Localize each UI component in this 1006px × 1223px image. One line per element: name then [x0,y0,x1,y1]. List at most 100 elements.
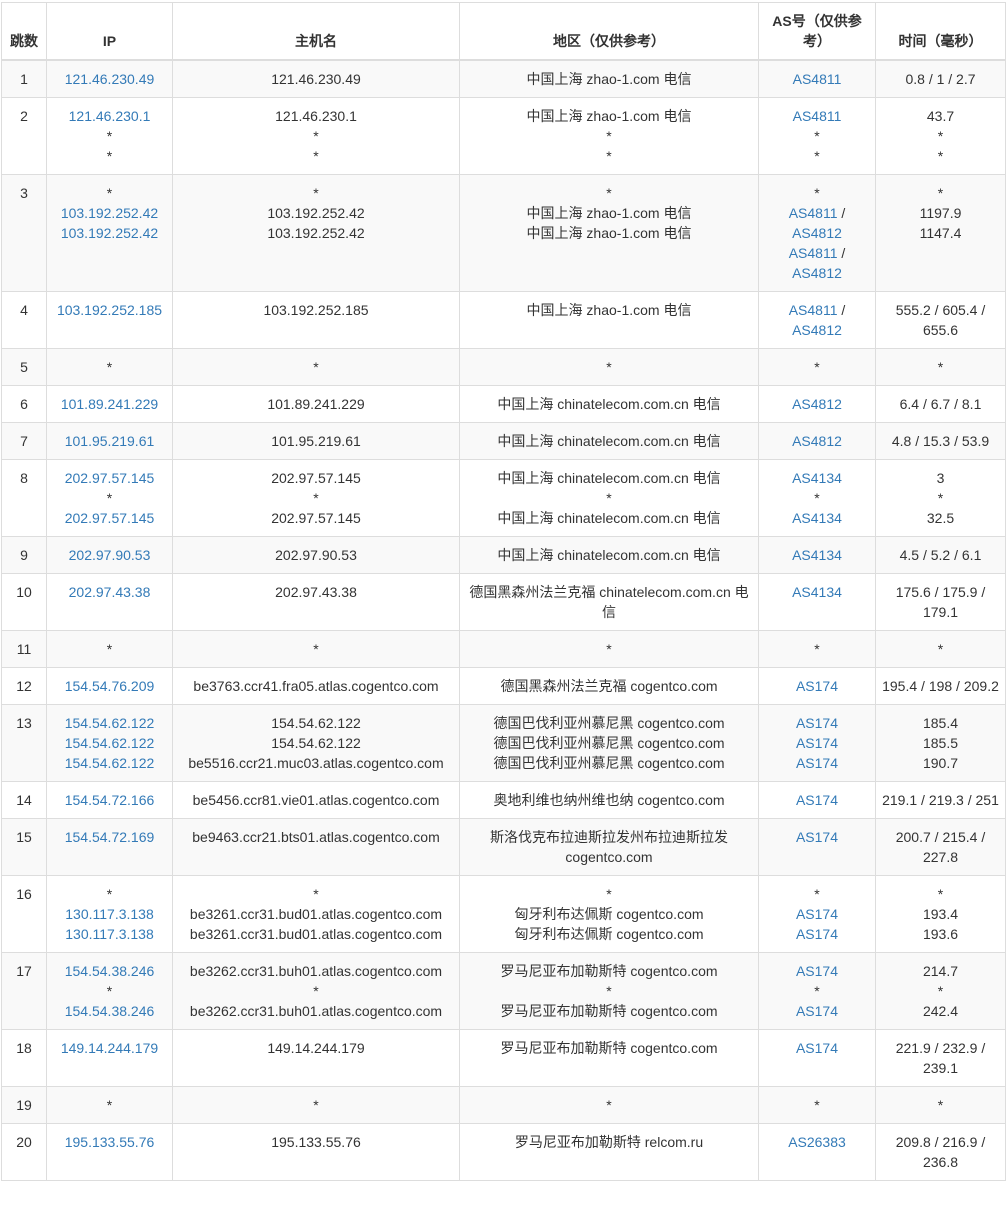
ip-timeout: * [106,983,113,999]
time-text: 221.9 / 232.9 / 239.1 [895,1040,986,1076]
as-link[interactable]: AS4811 [788,205,838,221]
ip-link[interactable]: 101.89.241.229 [60,396,159,412]
as-link[interactable]: AS4812 [792,265,842,281]
hop-cell: 3 [1,174,47,292]
as-link[interactable]: AS4134 [792,510,842,526]
as-link[interactable]: AS4812 [792,396,842,412]
hostname-text: 149.14.244.179 [267,1040,365,1056]
time-text: 1197.9 [919,205,962,221]
as-link[interactable]: AS174 [795,755,839,771]
table-row: 10 202.97.43.38 202.97.43.38 德国黑森州法兰克福 chin… [1,573,1006,631]
hostname-cell: 202.97.57.145 * 202.97.57.145 [172,459,460,537]
as-cell: * AS174 AS174 [758,875,876,953]
location-text: 中国上海 zhao-1.com 电信 [526,302,692,318]
ip-link[interactable]: 195.133.55.76 [64,1134,155,1150]
ip-link[interactable]: 103.192.252.42 [60,225,159,241]
ip-link[interactable]: 154.54.76.209 [64,678,155,694]
ip-link[interactable]: 154.54.38.246 [64,1003,155,1019]
as-link[interactable]: AS4134 [792,547,842,563]
as-line: AS4134 [765,545,869,565]
as-link[interactable]: AS174 [795,678,839,694]
as-timeout: * [814,148,820,164]
ip-link[interactable]: 202.97.57.145 [64,510,155,526]
location-text: * [606,1097,612,1113]
location-text: 匈牙利布达佩斯 cogentco.com [514,906,704,922]
as-link[interactable]: AS4812 [792,322,842,338]
time-text: 214.7 [922,963,959,979]
hostname-text: be3262.ccr31.buh01.atlas.cogentco.com [189,963,443,979]
location-text: 中国上海 chinatelecom.com.cn 电信 [497,510,721,526]
ip-link[interactable]: 154.54.62.122 [64,755,155,771]
ip-link[interactable]: 202.97.57.145 [64,470,155,486]
ip-link[interactable]: 154.54.62.122 [64,715,155,731]
as-link[interactable]: AS174 [795,1040,839,1056]
ip-link[interactable]: 154.54.62.122 [64,735,155,751]
time-cell: 221.9 / 232.9 / 239.1 [875,1029,1006,1087]
ip-link[interactable]: 149.14.244.179 [60,1040,159,1056]
ip-link[interactable]: 121.46.230.49 [64,71,155,87]
ip-cell: * [46,1086,173,1124]
as-link[interactable]: AS174 [795,963,839,979]
hop-cell: 6 [1,385,47,423]
as-link[interactable]: AS4134 [792,470,842,486]
as-link[interactable]: AS4812 [792,433,842,449]
location-text: 德国黑森州法兰克福 chinatelecom.com.cn 电信 [469,584,749,620]
as-link[interactable]: AS4811 [788,302,838,318]
hostname-text: * [313,490,319,506]
location-cell: * 匈牙利布达佩斯 cogentco.com 匈牙利布达佩斯 cogentco.co… [459,875,759,953]
ip-link[interactable]: 154.54.72.169 [64,829,155,845]
ip-cell: 154.54.62.122 154.54.62.122 154.54.62.122 [46,704,173,782]
ip-cell: 101.89.241.229 [46,385,173,423]
location-cell: 奥地利维也纳州维也纳 cogentco.com [459,781,759,819]
ip-link[interactable]: 103.192.252.42 [60,205,159,221]
ip-link[interactable]: 101.95.219.61 [64,433,155,449]
as-link[interactable]: AS174 [795,1003,839,1019]
hostname-text: 154.54.62.122 [271,735,361,751]
ip-link[interactable]: 202.97.43.38 [68,584,151,600]
time-cell: 214.7 * 242.4 [875,952,1006,1030]
as-line: AS174 [765,904,869,924]
hostname-cell: 101.95.219.61 [172,422,460,460]
hop-cell: 11 [1,630,47,668]
table-body: 1 121.46.230.49 121.46.230.49 中国上海 zhao-1.c… [1,59,1006,1181]
ip-cell: 154.54.72.166 [46,781,173,819]
as-link[interactable]: AS174 [795,715,839,731]
ip-cell: 202.97.90.53 [46,536,173,574]
ip-link[interactable]: 202.97.90.53 [68,547,151,563]
as-cell: AS4134 [758,573,876,631]
location-text: * [606,148,612,164]
hostname-cell: 202.97.43.38 [172,573,460,631]
time-text: 0.8 / 1 / 2.7 [905,71,976,87]
hostname-cell: be3262.ccr31.buh01.atlas.cogentco.com * be… [172,952,460,1030]
ip-cell: 121.46.230.49 [46,59,173,98]
as-link[interactable]: AS174 [795,735,839,751]
as-cell: * [758,1086,876,1124]
as-link[interactable]: AS4811 [788,245,838,261]
as-link[interactable]: AS4811 [792,108,842,124]
hop-cell: 1 [1,59,47,98]
as-link[interactable]: AS174 [795,906,839,922]
ip-cell: * 103.192.252.42 103.192.252.42 [46,174,173,292]
hostname-text: * [313,641,319,657]
as-line: * [765,183,869,203]
ip-link[interactable]: 103.192.252.185 [56,302,163,318]
as-link[interactable]: AS4812 [792,225,842,241]
as-link[interactable]: AS174 [795,792,839,808]
table-row: 1 121.46.230.49 121.46.230.49 中国上海 zhao-1.c… [1,59,1006,98]
ip-link[interactable]: 154.54.72.166 [64,792,155,808]
as-timeout: * [814,490,820,506]
ip-link[interactable]: 130.117.3.138 [65,926,154,942]
ip-link[interactable]: 154.54.38.246 [64,963,155,979]
as-line: AS174 [765,713,869,733]
ip-link[interactable]: 130.117.3.138 [65,906,154,922]
header-ip: IP [46,2,173,61]
as-link[interactable]: AS4811 [792,71,842,87]
ip-timeout: * [106,359,113,375]
time-cell: 185.4 185.5 190.7 [875,704,1006,782]
as-link[interactable]: AS26383 [788,1134,846,1150]
as-link[interactable]: AS174 [795,829,839,845]
as-link[interactable]: AS174 [795,926,839,942]
as-link[interactable]: AS4134 [792,584,842,600]
ip-link[interactable]: 121.46.230.1 [68,108,151,124]
hostname-cell: * [172,630,460,668]
